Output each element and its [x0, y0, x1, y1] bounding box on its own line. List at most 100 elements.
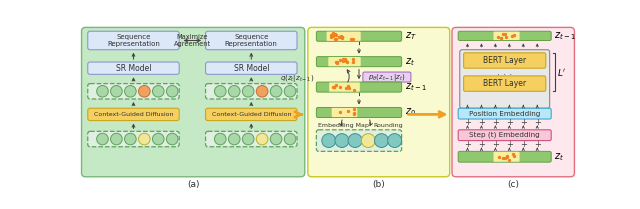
Text: $z_0$: $z_0$	[404, 107, 416, 118]
Text: +: +	[478, 140, 485, 149]
Text: +: +	[520, 140, 527, 149]
Circle shape	[228, 133, 240, 145]
Circle shape	[284, 133, 296, 145]
FancyBboxPatch shape	[452, 27, 575, 177]
Circle shape	[111, 85, 122, 97]
FancyBboxPatch shape	[328, 57, 361, 66]
Text: +: +	[506, 118, 513, 127]
Circle shape	[348, 134, 362, 148]
FancyBboxPatch shape	[316, 107, 402, 117]
Circle shape	[322, 134, 336, 148]
Text: Sequence
Representation: Sequence Representation	[107, 34, 160, 47]
FancyBboxPatch shape	[329, 82, 360, 92]
Text: (a): (a)	[187, 180, 200, 189]
FancyBboxPatch shape	[88, 31, 179, 50]
Circle shape	[256, 133, 268, 145]
Text: Rounding: Rounding	[373, 124, 403, 129]
Text: . . .: . . .	[497, 67, 513, 77]
Circle shape	[243, 133, 254, 145]
FancyBboxPatch shape	[458, 130, 551, 141]
Text: SR Model: SR Model	[116, 64, 151, 73]
Circle shape	[256, 85, 268, 97]
Text: Context-Guided Diffusion: Context-Guided Diffusion	[212, 112, 291, 117]
Text: SR Model: SR Model	[234, 64, 269, 73]
FancyBboxPatch shape	[205, 131, 297, 147]
Text: +: +	[492, 140, 499, 149]
Circle shape	[270, 85, 282, 97]
Text: $p_\theta(z_{t-1}|z_t)$: $p_\theta(z_{t-1}|z_t)$	[368, 71, 406, 83]
Circle shape	[138, 85, 150, 97]
FancyBboxPatch shape	[458, 151, 551, 162]
Text: BERT Layer: BERT Layer	[483, 79, 526, 88]
Circle shape	[335, 134, 349, 148]
Text: $L'$: $L'$	[557, 66, 566, 78]
Circle shape	[138, 133, 150, 145]
Text: $q(z_t|z_{t-1})$: $q(z_t|z_{t-1})$	[280, 73, 315, 84]
FancyBboxPatch shape	[460, 50, 550, 108]
FancyBboxPatch shape	[88, 84, 179, 99]
Circle shape	[97, 85, 108, 97]
Text: (b): (b)	[372, 180, 385, 189]
FancyBboxPatch shape	[205, 108, 297, 121]
Circle shape	[388, 134, 402, 148]
Circle shape	[284, 85, 296, 97]
Text: $z_t$: $z_t$	[404, 56, 415, 68]
Text: +: +	[534, 140, 541, 149]
FancyBboxPatch shape	[205, 84, 297, 99]
Text: Position Embedding: Position Embedding	[469, 111, 540, 117]
Text: $z_T$: $z_T$	[404, 30, 417, 42]
Text: +: +	[534, 118, 541, 127]
FancyBboxPatch shape	[458, 108, 551, 119]
Text: $z_{t-1}$: $z_{t-1}$	[554, 30, 575, 42]
Text: Agreement: Agreement	[174, 41, 211, 47]
FancyBboxPatch shape	[88, 62, 179, 74]
Text: $z_t$: $z_t$	[554, 151, 564, 163]
FancyBboxPatch shape	[458, 31, 551, 41]
FancyBboxPatch shape	[316, 57, 402, 67]
FancyBboxPatch shape	[316, 130, 402, 151]
Text: Maximize: Maximize	[177, 34, 208, 40]
Circle shape	[243, 85, 254, 97]
Circle shape	[166, 133, 178, 145]
Text: +: +	[464, 140, 471, 149]
FancyBboxPatch shape	[326, 32, 361, 41]
FancyBboxPatch shape	[363, 72, 411, 82]
Text: +: +	[506, 140, 513, 149]
Circle shape	[214, 133, 226, 145]
FancyBboxPatch shape	[332, 108, 357, 117]
Text: +: +	[520, 118, 527, 127]
Text: +: +	[478, 118, 485, 127]
Text: +: +	[492, 118, 499, 127]
Circle shape	[152, 85, 164, 97]
Circle shape	[228, 85, 240, 97]
FancyBboxPatch shape	[81, 27, 305, 177]
Text: Step (t) Embedding: Step (t) Embedding	[469, 132, 540, 138]
Circle shape	[374, 134, 388, 148]
Circle shape	[111, 133, 122, 145]
Circle shape	[97, 133, 108, 145]
FancyBboxPatch shape	[493, 32, 520, 40]
Circle shape	[362, 134, 375, 148]
FancyBboxPatch shape	[88, 131, 179, 147]
Text: BERT Layer: BERT Layer	[483, 56, 526, 65]
FancyBboxPatch shape	[463, 76, 546, 91]
FancyBboxPatch shape	[205, 62, 297, 74]
Text: Sequence
Representation: Sequence Representation	[225, 34, 278, 47]
Circle shape	[166, 85, 178, 97]
Text: Embedding Map: Embedding Map	[318, 124, 369, 129]
FancyBboxPatch shape	[308, 27, 450, 177]
Text: (c): (c)	[508, 180, 519, 189]
Circle shape	[125, 133, 136, 145]
Text: +: +	[464, 118, 471, 127]
Text: $z_{t-1}$: $z_{t-1}$	[404, 81, 426, 93]
FancyBboxPatch shape	[316, 31, 402, 41]
FancyBboxPatch shape	[316, 82, 402, 92]
Text: Context-Guided Diffusion: Context-Guided Diffusion	[93, 112, 173, 117]
Circle shape	[270, 133, 282, 145]
Circle shape	[152, 133, 164, 145]
Circle shape	[214, 85, 226, 97]
FancyBboxPatch shape	[205, 31, 297, 50]
Circle shape	[125, 85, 136, 97]
FancyBboxPatch shape	[88, 108, 179, 121]
FancyBboxPatch shape	[463, 53, 546, 68]
